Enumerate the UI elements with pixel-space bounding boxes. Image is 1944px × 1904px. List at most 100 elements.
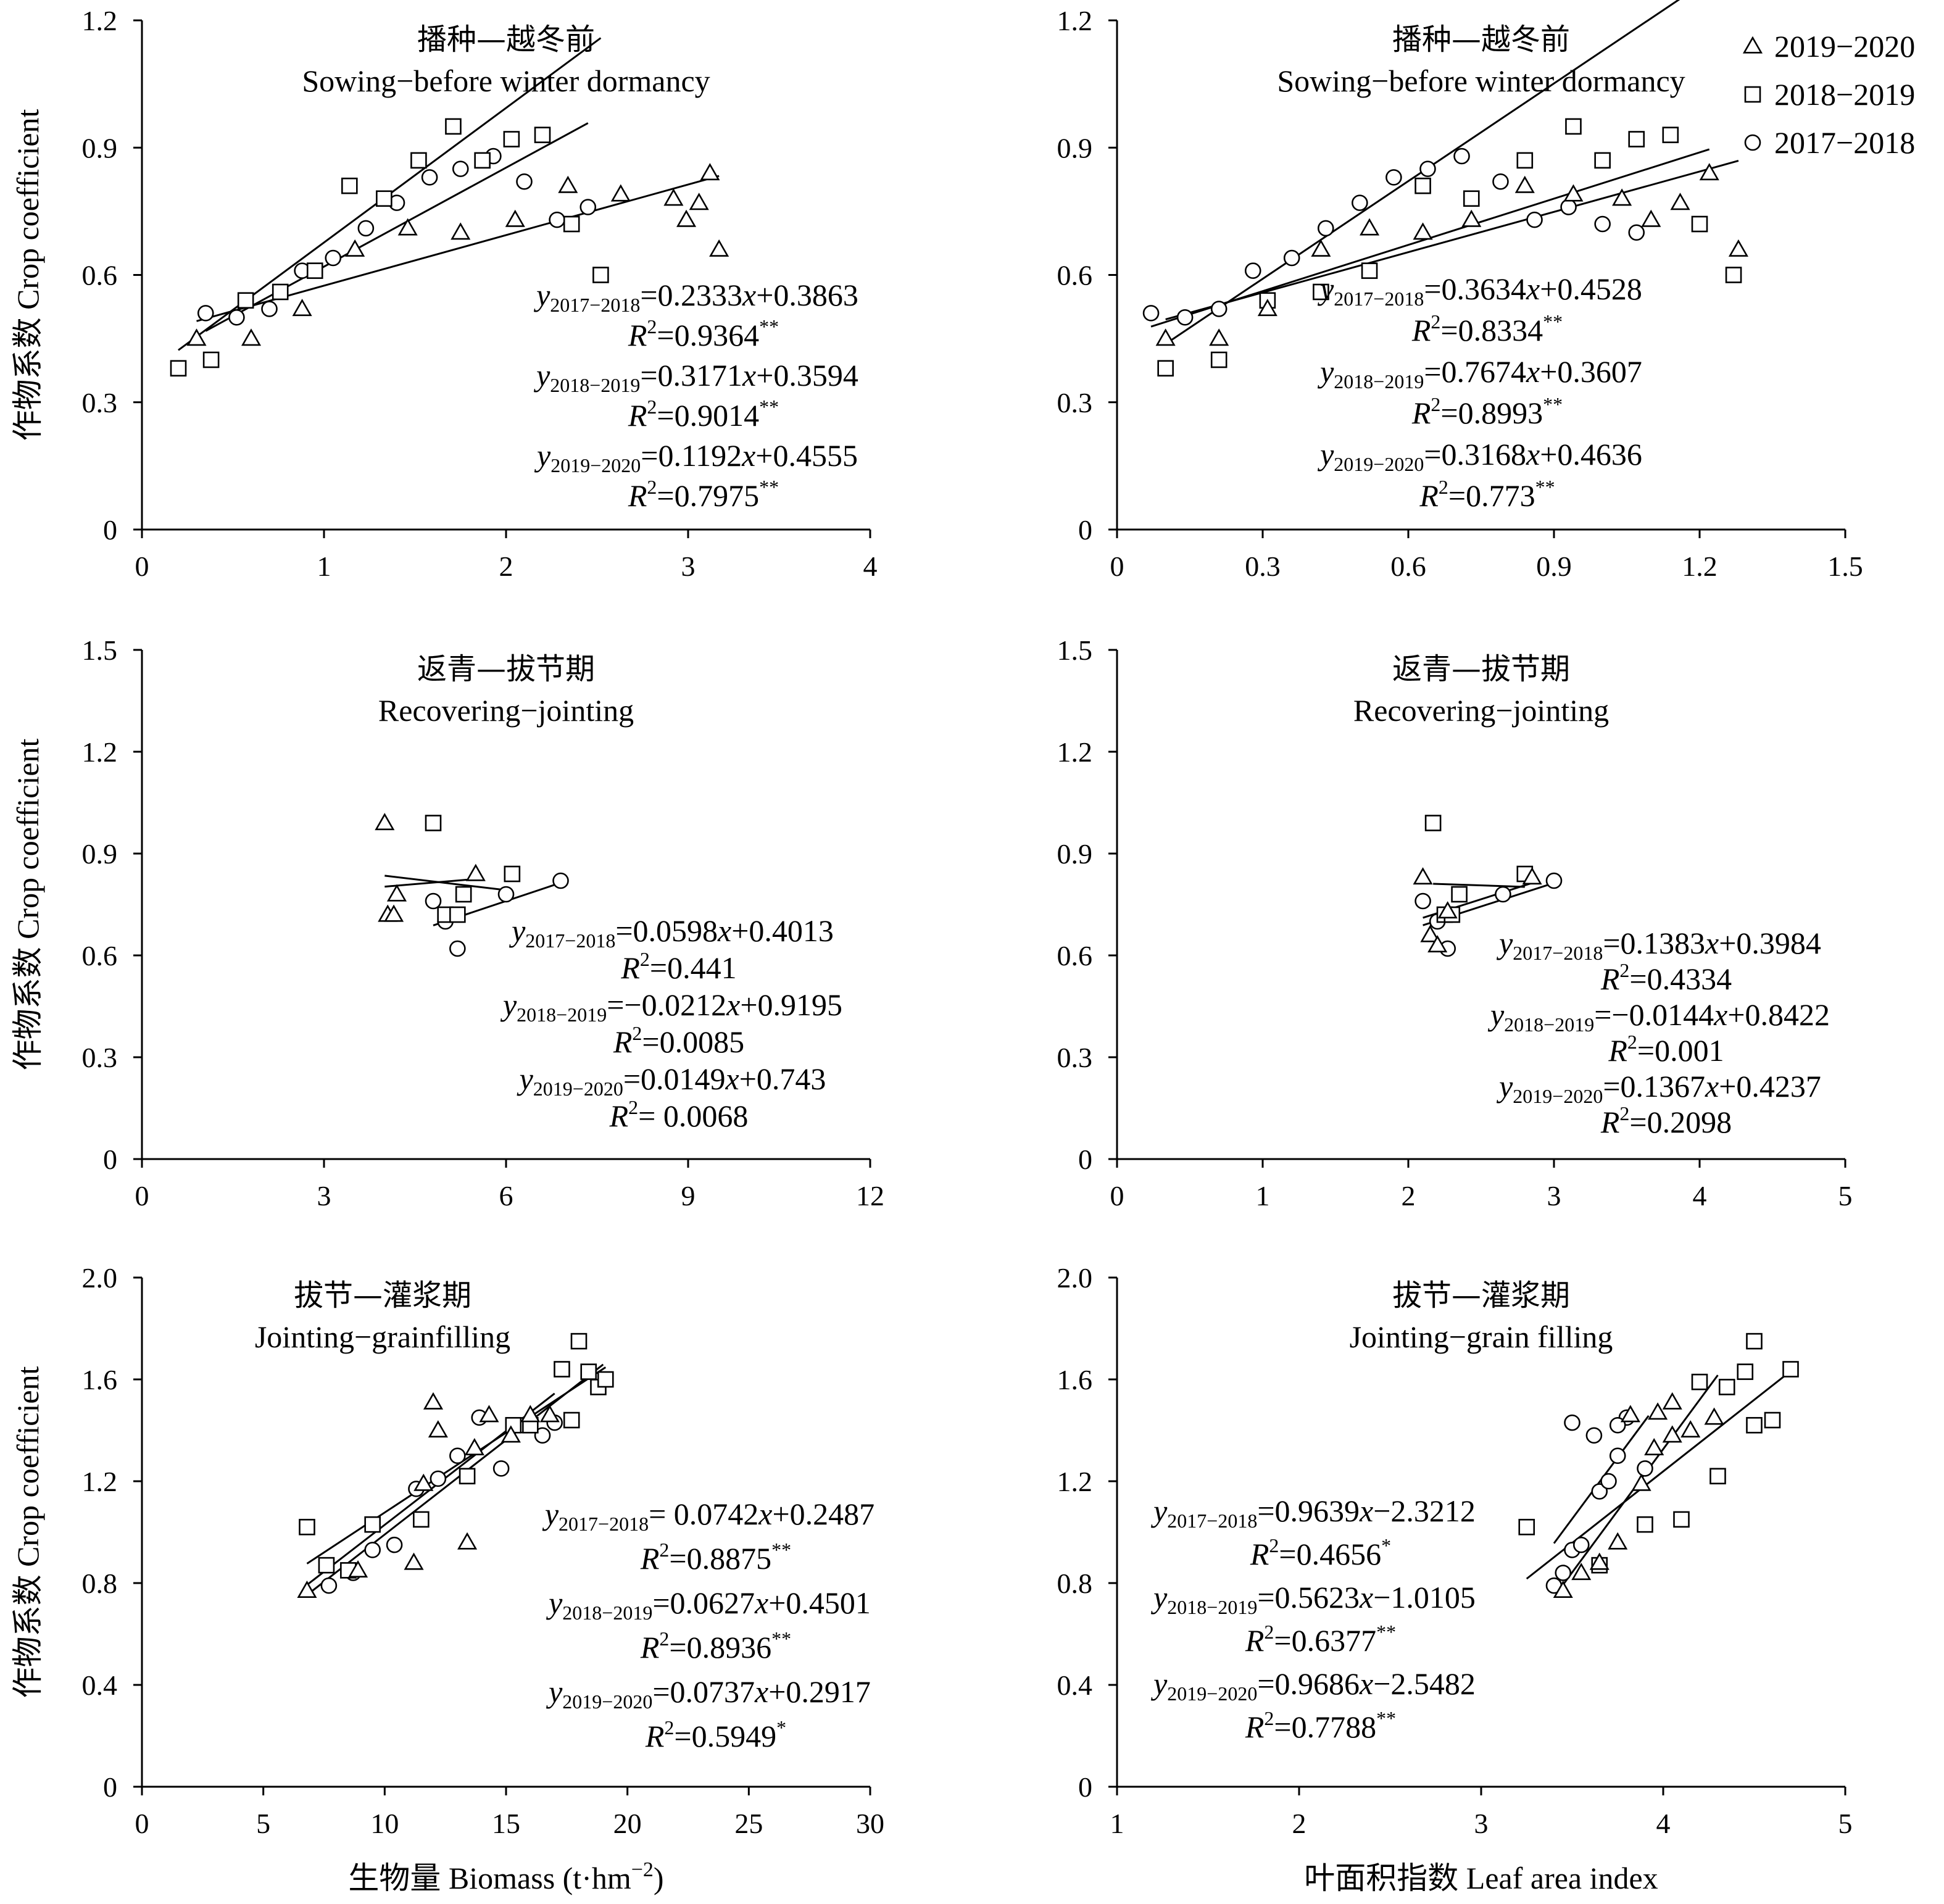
data-point-triangle (676, 209, 697, 227)
regression-equation: y2019−2020=0.0149x+0.743 (517, 1062, 826, 1100)
fit-line-2018−2019 (1433, 883, 1525, 888)
r-squared-value: R2=0.8936** (640, 1628, 791, 1665)
r-squared-value: R2=0.2098 (1600, 1102, 1732, 1139)
panel-title-cn: 拔节—灌浆期 (1392, 1278, 1570, 1313)
regression-equation: y2018−2019=−0.0144x+0.8422 (1487, 997, 1830, 1036)
data-point-triangle (413, 1473, 434, 1491)
data-point-circle (1283, 249, 1300, 267)
x-tick-label: 4 (863, 551, 878, 582)
data-point-square (1516, 152, 1534, 169)
r-squared-value: R2=0.7975** (628, 476, 779, 513)
data-point-square (318, 1557, 335, 1574)
data-point-square (1424, 815, 1442, 831)
data-point-square (534, 127, 551, 143)
data-point-circle (386, 1536, 403, 1553)
y-tick-label: 0.9 (82, 132, 118, 164)
data-point-square (563, 215, 580, 233)
data-point-circle (1176, 309, 1194, 326)
data-point-triangle (241, 328, 262, 346)
y-tick-label: 1.6 (1057, 1364, 1093, 1395)
data-point-triangle (1662, 1425, 1682, 1443)
x-tick-label: 12 (856, 1180, 884, 1212)
y-tick-label: 0 (1078, 1144, 1092, 1175)
x-tick-label: 1.5 (1827, 551, 1863, 582)
data-point-square (580, 1363, 597, 1380)
data-point-square (563, 1411, 580, 1429)
data-point-triangle (428, 1420, 448, 1438)
data-point-square (1628, 131, 1645, 148)
data-point-circle (449, 940, 466, 957)
y-tick-label: 1.5 (1057, 634, 1093, 666)
data-point-square (1718, 1379, 1735, 1395)
data-point-square (1313, 283, 1329, 301)
data-point-triangle (1670, 193, 1690, 210)
x-tick-label: 5 (1838, 1180, 1853, 1212)
regression-equation: y2018−2019=0.0627x+0.4501 (546, 1586, 871, 1624)
y-tick-label: 2.0 (82, 1262, 118, 1294)
y-tick-label: 1.5 (82, 634, 118, 666)
x-tick-label: 3 (317, 1180, 331, 1212)
data-point-circle (1594, 215, 1611, 233)
data-point-triangle (501, 1425, 521, 1443)
x-tick-label: 4 (1693, 1180, 1707, 1212)
data-point-circle (364, 1542, 381, 1558)
data-point-square (299, 1518, 315, 1536)
data-point-triangle (1644, 1437, 1664, 1456)
data-point-triangle (1620, 1405, 1640, 1423)
data-point-square (1691, 1373, 1708, 1391)
x-tick-label: 0 (1110, 1180, 1124, 1212)
data-point-triangle (1427, 935, 1448, 953)
data-point-triangle (1699, 163, 1719, 181)
data-point-circle (1572, 1536, 1590, 1553)
x-tick-label: 1 (317, 551, 331, 582)
data-point-triangle (451, 222, 471, 240)
data-point-square (425, 815, 442, 831)
x-tick-label: 10 (370, 1808, 399, 1839)
regression-equation: y2017−2018=0.2333x+0.3863 (533, 278, 858, 316)
panel-title-cn: 播种—越冬前 (1392, 22, 1570, 57)
data-point-circle (1564, 1414, 1581, 1431)
fit-line-2018−2019 (1165, 0, 1680, 345)
legend-marker-square (1744, 86, 1761, 103)
data-point-circle (1591, 1483, 1608, 1500)
data-point-triangle (1413, 222, 1433, 240)
data-point-square (449, 906, 466, 923)
data-point-circle (552, 872, 569, 889)
chart-panel-4: 0 1 2 3 4 5 0 0.3 0.6 0.9 1.2 1.5 返青—拔节期 Recovering−j… (1057, 634, 1853, 1212)
r-squared-value: R2=0.9364** (628, 315, 779, 352)
data-point-triangle (375, 813, 395, 831)
regression-equation: y2019−2020=0.1192x+0.4555 (534, 438, 858, 476)
data-point-circle (1600, 1473, 1617, 1490)
data-point-triangle (663, 188, 684, 206)
x-tick-label: 25 (734, 1808, 763, 1839)
data-point-triangle (1589, 1552, 1610, 1570)
data-point-triangle (1648, 1402, 1668, 1420)
x-axis-label: 生物量 Biomass (t·hm−2) (348, 1858, 663, 1895)
x-tick-label: 4 (1656, 1808, 1671, 1839)
y-tick-label: 1.2 (82, 5, 118, 36)
y-tick-label: 0.4 (1057, 1669, 1093, 1701)
data-point-circle (497, 886, 515, 903)
x-tick-label: 2 (1292, 1808, 1306, 1839)
panel-title-en: Recovering−jointing (1353, 693, 1609, 728)
x-tick-label: 5 (256, 1808, 270, 1839)
data-point-triangle (520, 1405, 541, 1423)
y-axis-label: 作物系数 Crop coefficient (10, 1366, 45, 1698)
data-point-triangle (1662, 1392, 1682, 1410)
y-tick-label: 0.3 (1057, 1042, 1093, 1073)
data-point-square (1746, 1416, 1763, 1434)
data-point-circle (197, 305, 214, 322)
data-point-square (1673, 1511, 1690, 1528)
r-squared-value: R2=0.4334 (1600, 959, 1732, 996)
data-point-triangle (1413, 867, 1433, 885)
data-point-square (170, 360, 187, 377)
data-point-triangle (709, 239, 729, 257)
r-squared-value: R2= 0.0068 (609, 1096, 749, 1133)
r-squared-value: R2=0.441 (620, 948, 736, 985)
data-point-circle (1210, 301, 1227, 317)
data-point-triangle (1209, 328, 1229, 346)
data-point-circle (1142, 305, 1160, 322)
data-point-square (504, 865, 521, 883)
y-tick-label: 0 (103, 514, 117, 546)
chart-panel-5: 0 5 10 15 20 25 30 0 0.4 0.8 1.2 1.6 2.0 拔节—灌浆期 Jointi… (10, 1262, 884, 1895)
